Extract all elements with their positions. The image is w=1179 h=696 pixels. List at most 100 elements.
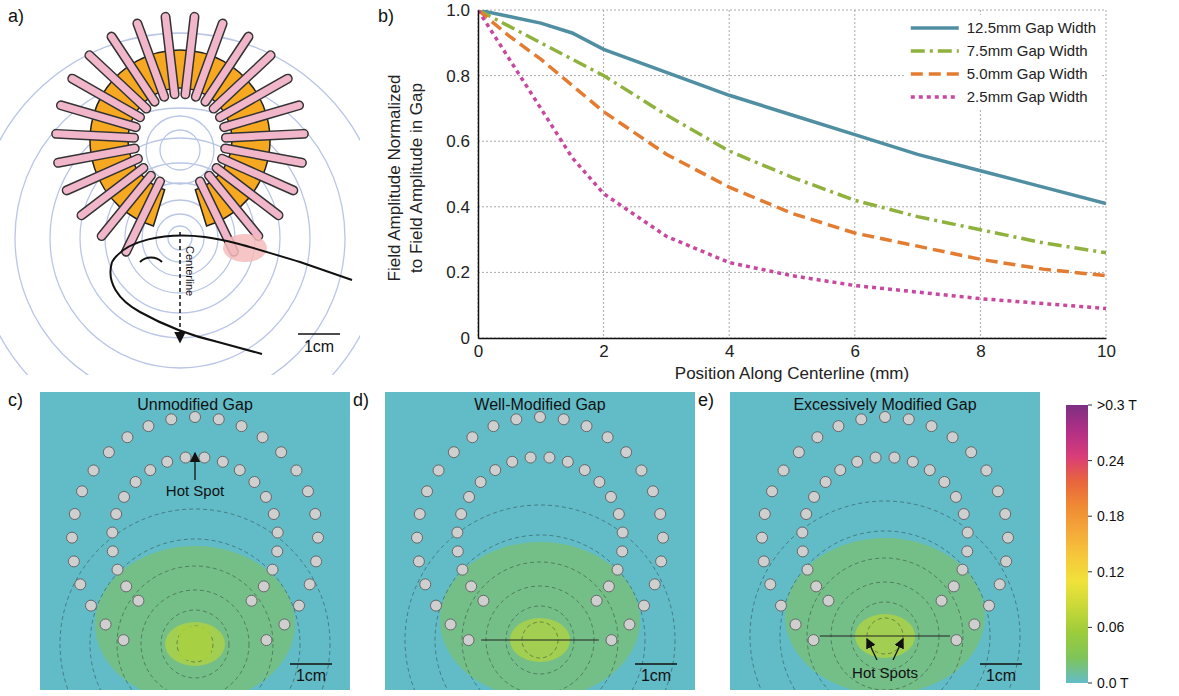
legend-swatch bbox=[911, 72, 959, 76]
tick: 4 bbox=[725, 338, 734, 361]
grid-line bbox=[1106, 10, 1107, 338]
coil bbox=[602, 432, 613, 443]
tick-label: 8 bbox=[976, 342, 985, 361]
coil bbox=[119, 491, 130, 502]
coil bbox=[111, 509, 122, 520]
coil bbox=[85, 600, 96, 611]
coil-outline bbox=[58, 148, 135, 162]
colorbar-tick bbox=[1088, 460, 1092, 461]
coil bbox=[236, 421, 247, 432]
coil bbox=[302, 486, 313, 497]
coil bbox=[130, 477, 141, 488]
coil-outline bbox=[137, 24, 164, 97]
coil bbox=[950, 491, 961, 502]
colorbar-scale bbox=[1066, 405, 1088, 683]
coil bbox=[790, 619, 801, 630]
tick-label: 0 bbox=[461, 329, 470, 348]
coil bbox=[185, 17, 194, 94]
legend-swatch bbox=[911, 95, 959, 99]
coil bbox=[870, 452, 881, 463]
coil bbox=[162, 456, 173, 467]
coil bbox=[793, 447, 804, 458]
coil bbox=[58, 148, 135, 162]
tick-label: 0.2 bbox=[446, 263, 470, 282]
coil bbox=[811, 581, 822, 592]
panel-label: e) bbox=[698, 390, 714, 410]
coil bbox=[133, 595, 144, 606]
coil bbox=[312, 532, 323, 543]
coil bbox=[107, 527, 118, 538]
coil bbox=[249, 477, 260, 488]
panel-c: Unmodified GapHot Spot1cm bbox=[40, 392, 350, 696]
colorbar-tick bbox=[1088, 405, 1092, 406]
coil bbox=[767, 486, 778, 497]
coil bbox=[924, 465, 935, 476]
coil bbox=[636, 465, 647, 476]
coil bbox=[413, 556, 424, 567]
coil bbox=[414, 508, 425, 519]
panel-label: d) bbox=[353, 390, 369, 410]
ear bbox=[223, 234, 267, 262]
coil bbox=[947, 432, 958, 443]
coil bbox=[856, 414, 867, 425]
coil bbox=[558, 414, 569, 425]
grid-line bbox=[478, 206, 1106, 207]
scale-bar bbox=[290, 663, 332, 665]
coil bbox=[272, 546, 283, 557]
coil bbox=[279, 619, 290, 630]
coil bbox=[452, 546, 463, 557]
coil bbox=[808, 635, 819, 646]
scale-bar-label: 1cm bbox=[641, 667, 671, 684]
core-outline bbox=[820, 635, 950, 636]
tick: 0 bbox=[461, 329, 478, 348]
scale-bar bbox=[298, 333, 340, 335]
tick-label: 6 bbox=[851, 342, 860, 361]
coil bbox=[166, 414, 177, 425]
coil bbox=[802, 564, 813, 575]
colorbar-tick bbox=[1088, 571, 1092, 572]
tick: 0.2 bbox=[446, 263, 478, 282]
field-line bbox=[0, 33, 360, 375]
coil bbox=[655, 508, 666, 519]
tick-label: 0.4 bbox=[446, 198, 470, 217]
coil bbox=[75, 579, 86, 590]
field-line bbox=[50, 108, 310, 368]
coil bbox=[456, 509, 467, 520]
coil bbox=[88, 465, 99, 476]
grid-line bbox=[729, 10, 730, 338]
coil bbox=[180, 452, 191, 463]
colorbar-tick-label: 0.12 bbox=[1097, 564, 1124, 580]
coil bbox=[823, 595, 834, 606]
coil bbox=[852, 456, 863, 467]
series-line bbox=[478, 10, 1106, 253]
coil bbox=[981, 465, 992, 476]
field-line bbox=[161, 610, 229, 678]
coil bbox=[617, 527, 628, 538]
coil bbox=[984, 600, 995, 611]
coil bbox=[68, 556, 79, 567]
field-region bbox=[440, 542, 640, 690]
series-line bbox=[478, 10, 1106, 204]
panel-b: 024681000.20.40.60.81.0Position Along Ce… bbox=[378, 1, 1116, 383]
coil bbox=[145, 465, 156, 476]
coil bbox=[511, 414, 522, 425]
grid-line bbox=[478, 338, 1106, 339]
panel-title: Excessively Modified Gap bbox=[793, 396, 976, 413]
coil bbox=[966, 447, 977, 458]
coil bbox=[606, 635, 617, 646]
coil bbox=[107, 546, 118, 557]
annotation-arrow bbox=[867, 639, 877, 660]
coil-outline bbox=[166, 17, 175, 94]
scale-bar bbox=[635, 663, 677, 665]
field-line bbox=[435, 535, 645, 690]
coil bbox=[433, 465, 444, 476]
coil bbox=[649, 579, 660, 590]
coil bbox=[562, 456, 573, 467]
background bbox=[40, 392, 350, 690]
coil bbox=[448, 447, 459, 458]
coil bbox=[268, 509, 279, 520]
coil bbox=[260, 491, 271, 502]
field-region bbox=[785, 538, 985, 690]
coil-outline bbox=[185, 17, 194, 94]
field-line bbox=[160, 130, 200, 170]
